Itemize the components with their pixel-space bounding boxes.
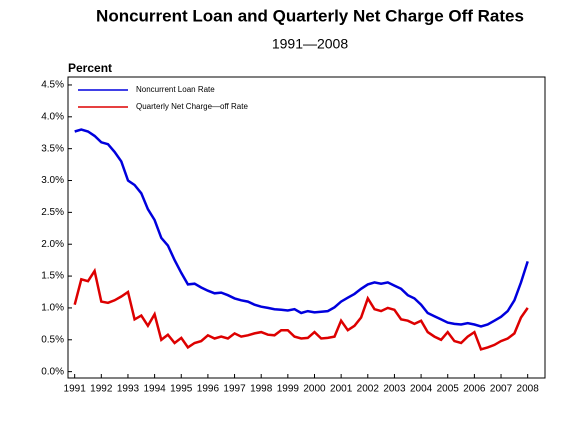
x-tick-label: 2007 — [490, 384, 513, 395]
legend-label: Noncurrent Loan Rate — [136, 85, 215, 94]
x-tick-label: 1997 — [223, 384, 246, 395]
chart-subtitle: 1991—2008 — [272, 36, 349, 52]
x-tick-label: 2003 — [383, 384, 406, 395]
y-axis-label: Percent — [68, 61, 112, 75]
y-tick-label: 0.5% — [41, 334, 64, 345]
y-tick-label: 2.5% — [41, 207, 64, 218]
x-tick-label: 2002 — [357, 384, 380, 395]
y-tick-label: 4.5% — [41, 80, 64, 91]
x-tick-label: 2008 — [517, 384, 540, 395]
x-tick-label: 1998 — [250, 384, 273, 395]
x-tick-label: 1994 — [143, 384, 166, 395]
x-tick-label: 1992 — [90, 384, 113, 395]
x-tick-label: 2005 — [437, 384, 460, 395]
y-tick-label: 0.0% — [41, 366, 64, 377]
y-tick-label: 2.0% — [41, 239, 64, 250]
y-tick-label: 1.0% — [41, 303, 64, 314]
x-tick-label: 1995 — [170, 384, 193, 395]
x-tick-label: 2006 — [463, 384, 486, 395]
x-tick-label: 1993 — [117, 384, 140, 395]
y-tick-label: 3.0% — [41, 175, 64, 186]
y-tick-label: 1.5% — [41, 271, 64, 282]
plot-frame — [67, 76, 546, 379]
x-tick-label: 1996 — [197, 384, 220, 395]
x-tick-label: 1991 — [64, 384, 87, 395]
y-tick-label: 3.5% — [41, 143, 64, 154]
x-tick-label: 2000 — [303, 384, 326, 395]
x-tick-label: 1999 — [277, 384, 300, 395]
x-tick-label: 2004 — [410, 384, 433, 395]
legend-label: Quarterly Net Charge—off Rate — [136, 102, 248, 111]
series-line — [73, 267, 529, 351]
series-line — [74, 128, 529, 328]
x-tick-label: 2001 — [330, 384, 353, 395]
chart-title: Noncurrent Loan and Quarterly Net Charge… — [96, 6, 524, 25]
y-tick-label: 4.0% — [41, 111, 64, 122]
